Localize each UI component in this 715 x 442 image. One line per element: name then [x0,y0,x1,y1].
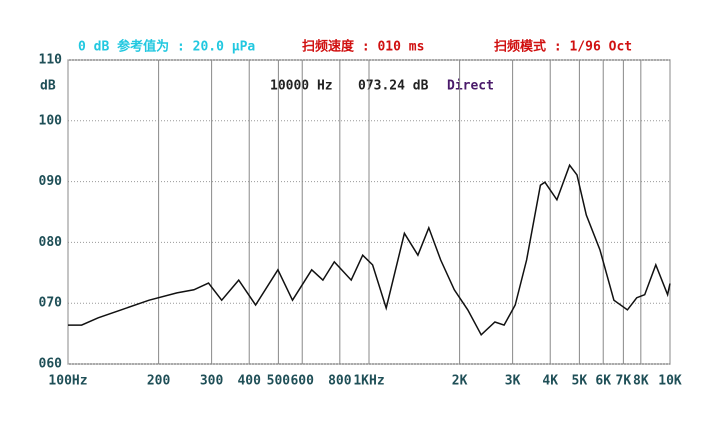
y-axis-label: dB [40,79,56,94]
y-tick-label: 070 [39,296,63,311]
x-tick-label: 8K [633,374,649,389]
reference-text: 0 dB 参考值为 : 20.0 μPa [78,39,255,55]
y-tick-label: 090 [39,174,63,189]
sweep-mode-text: 扫频模式 : 1/96 Oct [494,39,632,55]
y-tick-label: 100 [39,113,63,128]
y-tick-label: 080 [39,235,63,250]
x-tick-label: 500 [267,374,291,389]
response-curve [68,163,671,337]
x-tick-label: 2K [452,374,468,389]
x-tick-label: 1KHz [353,374,384,389]
x-tick-label: 10K [658,374,682,389]
x-tick-label: 600 [290,374,314,389]
x-tick-label: 4K [542,374,558,389]
x-tick-label: 800 [328,374,352,389]
y-tick-label: 110 [39,53,63,68]
x-tick-label: 7K [616,374,632,389]
readout-level: 073.24 dB [358,79,429,94]
x-tick-label: 6K [595,374,611,389]
x-tick-label: 400 [237,374,261,389]
readout-frequency: 10000 Hz [270,79,333,94]
x-tick-label: 5K [572,374,588,389]
sweep-speed-text: 扫频速度 : 010 ms [302,39,424,55]
x-tick-label: 300 [200,374,224,389]
y-tick-label: 060 [39,357,63,372]
x-tick-label: 3K [505,374,521,389]
readout-mode: Direct [447,79,494,94]
x-tick-label: 200 [147,374,171,389]
x-tick-label: 100Hz [48,374,87,389]
